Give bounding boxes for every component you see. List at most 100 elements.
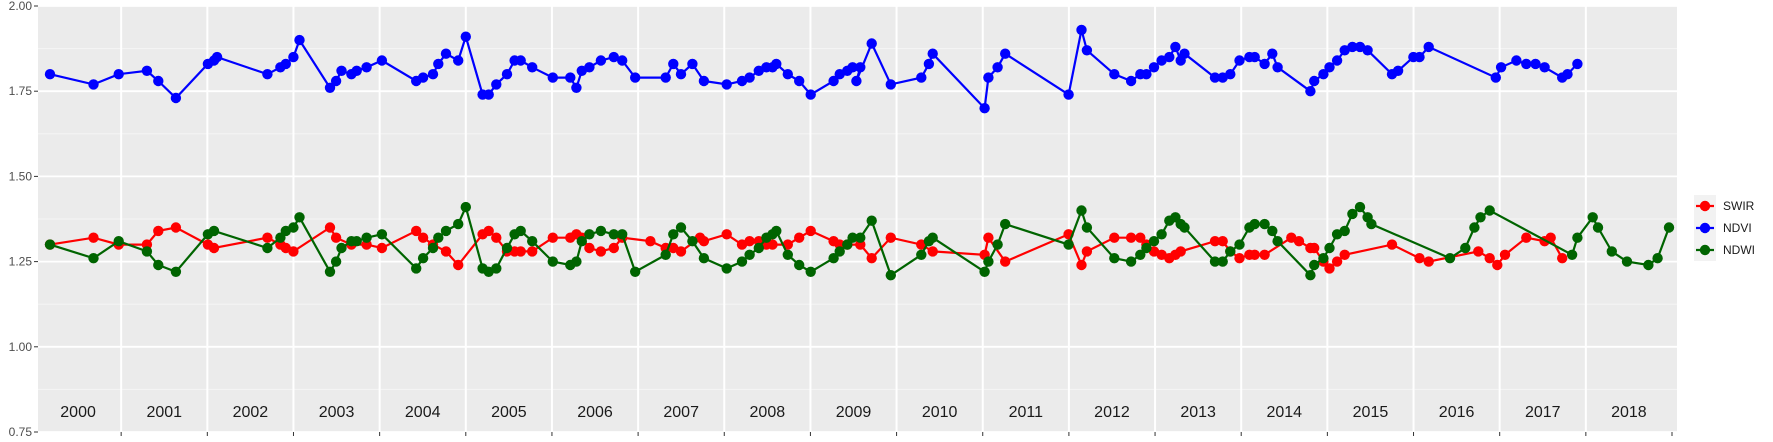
data-point-ndvi <box>433 58 444 70</box>
data-point-swir <box>411 225 422 237</box>
data-point-swir <box>805 225 816 237</box>
data-point-ndvi <box>294 34 305 46</box>
data-point-ndvi <box>866 38 877 49</box>
data-point-ndvi <box>460 31 471 42</box>
data-point-ndvi <box>1539 62 1550 73</box>
data-point-ndwi <box>208 225 220 237</box>
data-point-ndwi <box>453 218 464 230</box>
data-point-ndwi <box>1460 242 1471 254</box>
data-point-ndvi <box>1331 55 1343 66</box>
data-point-swir <box>1175 246 1186 257</box>
data-point-ndvi <box>262 69 273 80</box>
data-point-ndwi <box>1267 225 1278 237</box>
data-point-ndwi <box>782 249 793 260</box>
data-point-swir <box>88 232 99 243</box>
data-point-ndvi <box>351 65 362 77</box>
data-point-swir <box>262 232 273 243</box>
data-point-ndwi <box>794 259 805 271</box>
data-point-swir <box>417 232 429 243</box>
data-point-ndwi <box>1354 201 1366 213</box>
data-point-ndwi <box>1366 218 1377 230</box>
data-point-ndwi <box>979 266 990 277</box>
data-point-ndvi <box>983 72 994 83</box>
data-point-ndwi <box>1444 253 1456 264</box>
data-point-ndvi <box>1063 89 1074 100</box>
y-axis: 0.75 1.00 1.25 1.50 1.75 2.00 <box>9 0 38 439</box>
data-point-ndwi <box>1125 256 1137 267</box>
data-point-swir <box>153 225 164 237</box>
data-point-ndwi <box>660 249 671 260</box>
data-point-ndwi <box>753 242 764 254</box>
data-point-ndwi <box>771 225 782 237</box>
y-tick-label: 1.50 <box>9 169 33 183</box>
data-point-ndvi <box>1530 58 1541 70</box>
data-point-ndwi <box>547 256 558 267</box>
data-point-ndwi <box>698 253 710 264</box>
data-point-ndwi <box>744 249 755 260</box>
data-point-ndwi <box>571 256 582 267</box>
data-point-swir <box>1217 236 1228 247</box>
data-point-swir <box>527 246 538 257</box>
data-point-ndwi <box>153 259 164 271</box>
data-point-ndwi <box>491 263 502 274</box>
data-point-swir <box>1557 253 1568 264</box>
data-point-swir <box>1249 249 1260 260</box>
data-point-ndwi <box>885 270 896 281</box>
data-point-swir <box>794 232 805 243</box>
data-point-swir <box>1000 256 1011 267</box>
legend-label-ndvi: NDVI <box>1723 221 1752 235</box>
data-point-ndwi <box>527 236 538 247</box>
data-point-ndvi <box>1414 51 1425 63</box>
data-point-ndwi <box>1643 259 1654 271</box>
data-point-ndvi <box>771 58 782 70</box>
data-point-swir <box>1209 236 1221 247</box>
data-point-ndvi <box>1362 45 1373 56</box>
data-point-ndvi <box>885 79 896 90</box>
data-point-ndvi <box>491 79 502 90</box>
data-point-ndwi <box>1347 208 1358 220</box>
data-point-ndvi <box>324 82 336 94</box>
data-point-ndwi <box>324 266 336 277</box>
data-point-ndvi <box>660 72 671 83</box>
data-point-swir <box>927 246 938 257</box>
data-point-ndvi <box>979 103 990 114</box>
data-point-ndvi <box>617 55 628 66</box>
data-point-ndwi <box>1179 222 1190 233</box>
data-point-ndvi <box>794 75 805 87</box>
year-label: 2011 <box>1009 404 1044 421</box>
data-point-ndwi <box>1324 242 1335 254</box>
data-point-ndvi <box>376 55 388 66</box>
data-point-swir <box>547 232 558 243</box>
data-point-swir <box>376 242 388 254</box>
legend-label-ndwi: NDWI <box>1723 243 1755 257</box>
data-point-ndwi <box>1606 246 1618 257</box>
data-point-ndvi <box>515 55 526 66</box>
data-point-ndvi <box>1259 58 1270 70</box>
data-point-ndvi <box>1521 58 1532 70</box>
data-point-ndvi <box>855 62 866 73</box>
data-point-ndwi <box>805 266 816 277</box>
data-point-ndwi <box>433 232 444 243</box>
data-point-ndwi <box>1076 205 1087 216</box>
data-point-swir <box>1081 246 1093 257</box>
data-point-ndwi <box>515 225 526 237</box>
data-point-ndvi <box>1347 41 1358 53</box>
data-point-ndvi <box>1423 41 1434 53</box>
data-point-swir <box>744 236 755 247</box>
data-point-ndwi <box>1272 236 1283 247</box>
data-point-swir <box>1386 239 1398 250</box>
data-point-ndwi <box>1109 253 1120 264</box>
year-label: 2004 <box>405 404 441 421</box>
data-point-ndvi <box>1148 62 1160 73</box>
data-point-swir <box>1473 246 1484 257</box>
data-point-ndvi <box>668 58 679 70</box>
data-point-ndwi <box>44 239 56 250</box>
data-point-ndvi <box>44 69 56 80</box>
data-point-ndwi <box>336 242 347 254</box>
legend-item-ndwi: NDWI <box>1694 239 1755 261</box>
data-point-ndvi <box>211 51 223 63</box>
y-tick-label: 1.25 <box>9 255 33 269</box>
data-point-ndwi <box>1475 212 1486 223</box>
data-point-ndvi <box>1562 69 1573 80</box>
minor-gridlines <box>38 48 1677 390</box>
